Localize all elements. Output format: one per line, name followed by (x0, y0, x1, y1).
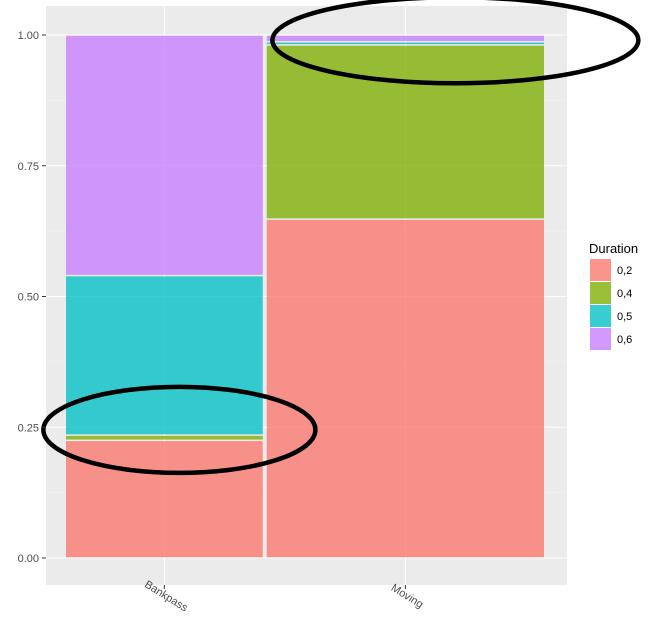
legend-label: 0,5 (617, 311, 632, 323)
legend-key (590, 259, 611, 281)
y-tick-label: 0.50 (18, 292, 39, 304)
y-tick-label: 0.25 (18, 422, 39, 434)
y-tick-label: 1.00 (18, 30, 39, 42)
legend-title: Duration (589, 241, 638, 256)
annotation-ellipses (41, 0, 641, 476)
bar-segment-moving-0-6 (266, 35, 544, 42)
legend-key (590, 282, 611, 304)
legend: Duration 0,2 0,4 0,5 0,6 (589, 241, 638, 350)
y-tick-label: 0.75 (18, 161, 39, 173)
legend-label: 0,2 (617, 265, 632, 277)
legend-label: 0,6 (617, 334, 632, 346)
y-axis-ticks: 0.00 0.25 0.50 0.75 1.00 (18, 30, 46, 565)
annotation-ellipse-1 (41, 384, 318, 476)
bar-segment-moving-0-2 (266, 219, 544, 558)
y-tick-label: 0.00 (18, 553, 39, 565)
bar-segment-moving-0-5 (266, 42, 544, 45)
x-tick-label: Moving (389, 582, 425, 611)
bar-segment-bankpass-0-5 (66, 276, 263, 435)
legend-key (590, 305, 611, 327)
legend-label: 0,4 (617, 288, 632, 300)
bar-segment-moving-0-4 (266, 45, 544, 219)
annotation-ellipse-2 (270, 0, 641, 86)
bar-segment-bankpass-0-6 (66, 35, 263, 275)
bar-segment-bankpass-0-2 (66, 441, 263, 558)
bar-segment-bankpass-0-4 (66, 435, 263, 440)
bar-segments (66, 35, 544, 558)
legend-key (590, 328, 611, 350)
